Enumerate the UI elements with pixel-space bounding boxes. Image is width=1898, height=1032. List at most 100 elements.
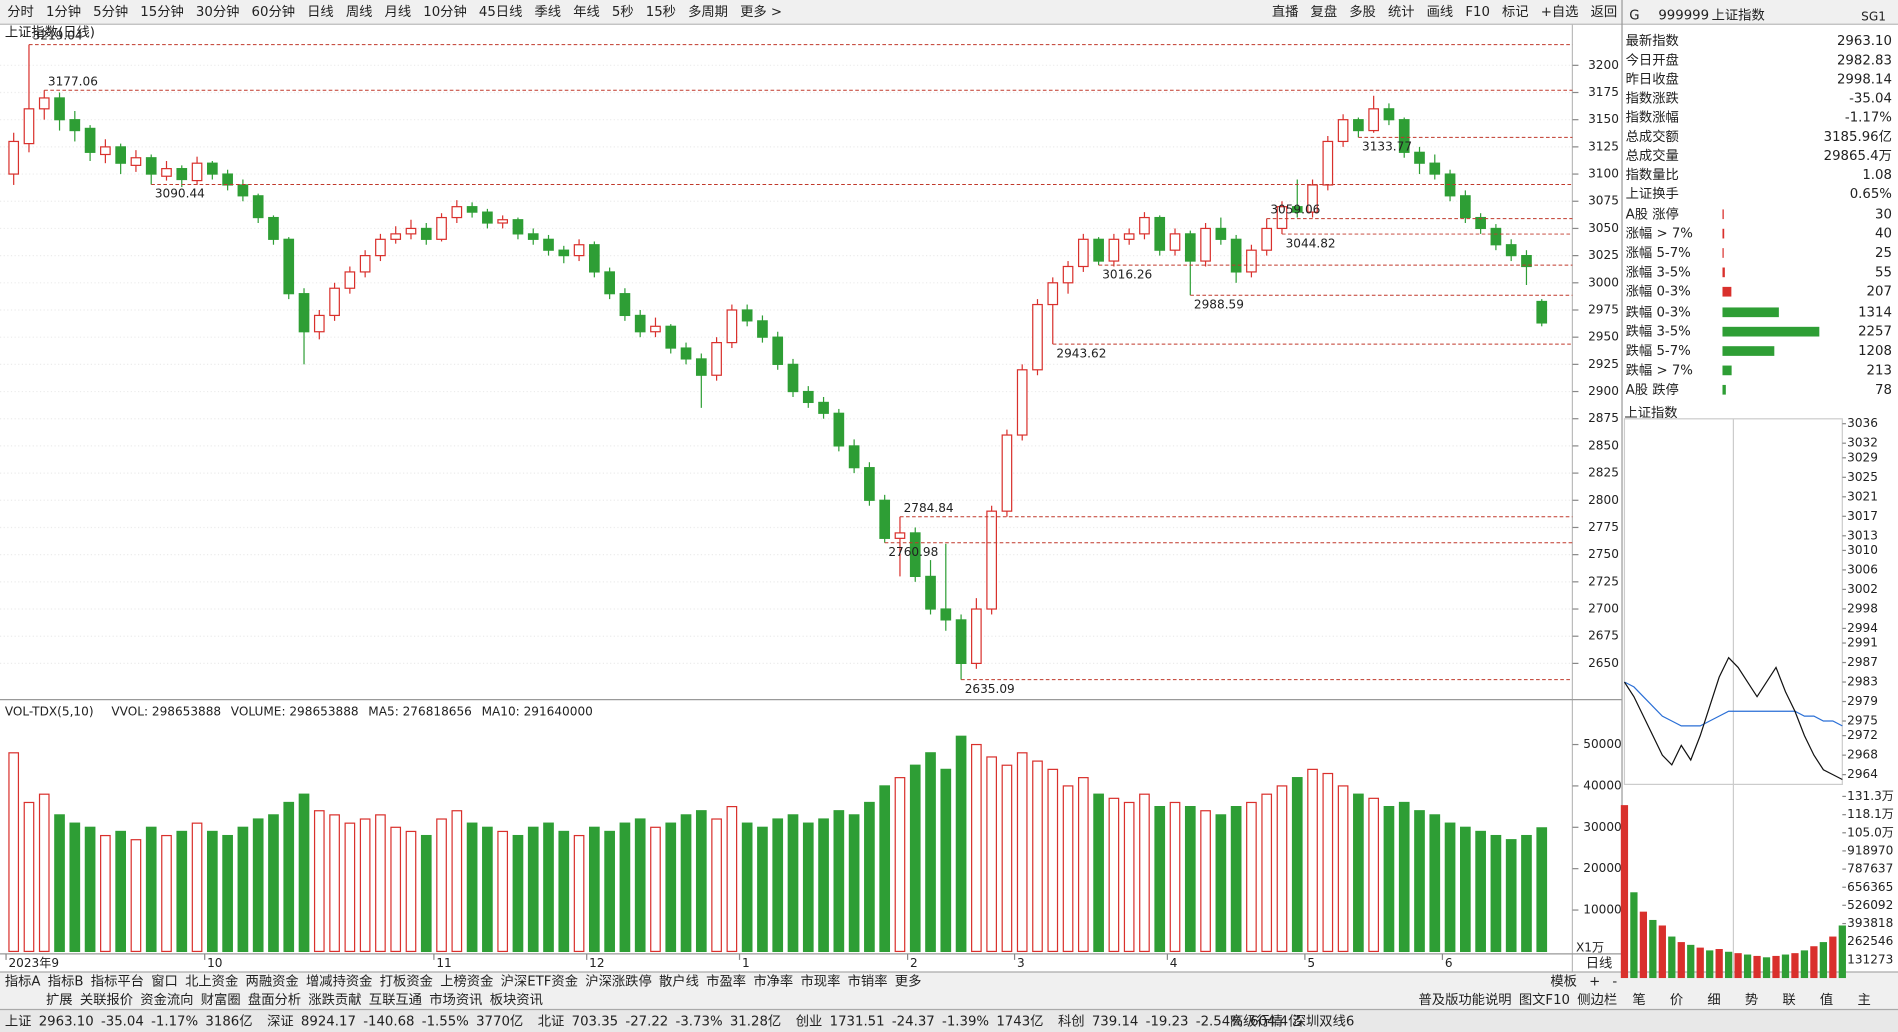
toolbar-button[interactable]: 画线 xyxy=(1427,4,1454,20)
candle-body xyxy=(1154,216,1166,251)
y-tick-label: 3200 xyxy=(1588,58,1619,72)
y-tick-label: 2998 xyxy=(1847,601,1878,615)
y-tick-label: 2968 xyxy=(1847,748,1878,762)
period-tab[interactable]: 10分钟 xyxy=(423,3,467,20)
side-tab[interactable]: 值 xyxy=(1820,992,1833,1008)
volume-bar xyxy=(711,818,722,953)
indicator-tab[interactable]: 市盈率 xyxy=(706,973,746,990)
period-tab[interactable]: 多周期 xyxy=(688,3,728,20)
period-tab[interactable]: 30分钟 xyxy=(196,3,240,20)
indicator-tab[interactable]: 市现率 xyxy=(800,973,840,990)
side-tab[interactable]: 笔 xyxy=(1632,992,1645,1008)
period-tab[interactable]: 5秒 xyxy=(612,4,634,20)
period-tab[interactable]: 1分钟 xyxy=(46,3,81,20)
status-item: 3770亿 xyxy=(476,1014,523,1030)
status-link[interactable]: 深圳双线6 xyxy=(1293,1014,1355,1030)
indicator-tab[interactable]: 沪深涨跌停 xyxy=(585,973,651,990)
period-tab[interactable]: 5分钟 xyxy=(93,3,128,20)
indicator-tab[interactable]: 散户线 xyxy=(659,973,699,990)
candle-body xyxy=(375,238,386,257)
candle-body xyxy=(268,216,279,240)
candle-body xyxy=(818,401,829,414)
tab-button[interactable]: - xyxy=(1612,975,1617,990)
stat-value: 3185.96亿 xyxy=(1824,129,1892,145)
stat-label: 指数涨幅 xyxy=(1626,110,1679,126)
toolbar-button[interactable]: 返回 xyxy=(1591,4,1618,20)
period-tab[interactable]: 日线 xyxy=(307,4,334,20)
indicator-tab[interactable]: 上榜资金 xyxy=(440,973,493,990)
indicator-tab[interactable]: 指标B xyxy=(48,974,84,990)
info-tab[interactable]: 板块资讯 xyxy=(490,992,543,1008)
candle-body xyxy=(1505,244,1517,257)
period-tab[interactable]: 45日线 xyxy=(479,4,523,20)
indicator-tab[interactable]: 两融资金 xyxy=(246,974,299,990)
side-tab[interactable]: 势 xyxy=(1745,992,1758,1008)
indicator-tab[interactable]: 指标A xyxy=(5,974,41,990)
x-tick-label: 5 xyxy=(1307,956,1315,970)
status-link[interactable]: 高级行情 xyxy=(1230,1013,1283,1030)
period-tab[interactable]: 月线 xyxy=(385,4,412,20)
info-tab[interactable]: 盘面分析 xyxy=(248,991,301,1008)
period-tab[interactable]: 年线 xyxy=(573,4,600,20)
candle-body xyxy=(54,97,65,121)
toolbar-button[interactable]: 复盘 xyxy=(1311,3,1338,20)
status-item: -24.37 xyxy=(892,1015,935,1030)
period-tab[interactable]: 分时 xyxy=(7,4,34,20)
indicator-tab[interactable]: 更多 xyxy=(895,973,922,990)
side-tab[interactable]: 细 xyxy=(1707,992,1720,1008)
volume-bar xyxy=(69,822,81,953)
volume-bar xyxy=(1093,793,1104,953)
indicator-tab[interactable]: 窗口 xyxy=(151,973,178,990)
candle-body xyxy=(848,445,860,469)
y-tick-label: 50000 xyxy=(1583,737,1621,751)
period-tab[interactable]: 15秒 xyxy=(646,4,676,20)
side-tab[interactable]: 主 xyxy=(1857,992,1870,1008)
candle-body xyxy=(145,157,157,175)
y-tick-label: 2750 xyxy=(1588,547,1619,561)
side-tab[interactable]: 价 xyxy=(1670,993,1683,1008)
tab-button[interactable]: + xyxy=(1589,975,1600,990)
info-tab[interactable]: 涨跌贡献 xyxy=(308,992,361,1008)
period-tab[interactable]: 周线 xyxy=(346,4,373,20)
tab-button[interactable]: 模板 xyxy=(1550,974,1577,990)
y-tick-label: 20000 xyxy=(1583,861,1621,875)
info-tab[interactable]: 资金流向 xyxy=(140,992,193,1008)
side-tab[interactable]: 联 xyxy=(1782,992,1795,1008)
indicator-tab[interactable]: 打板资金 xyxy=(380,974,433,990)
stat-label: 上证换手 xyxy=(1626,186,1679,202)
info-tab[interactable]: 关联报价 xyxy=(80,992,133,1008)
toolbar-button[interactable]: 直播 xyxy=(1272,4,1299,20)
annotation: 3090.44 xyxy=(155,187,205,201)
info-tab[interactable]: 市场资讯 xyxy=(429,991,482,1008)
info-tab[interactable]: 扩展 xyxy=(46,992,73,1008)
candle-body xyxy=(329,287,340,317)
toolbar-button[interactable]: +自选 xyxy=(1541,4,1579,20)
toolbar-button[interactable]: 统计 xyxy=(1388,4,1415,20)
volume-bar xyxy=(1521,834,1532,953)
period-tab[interactable]: 更多 > xyxy=(740,3,782,20)
info-tab[interactable]: 财富圈 xyxy=(201,991,241,1008)
candle-body xyxy=(695,358,707,376)
indicator-tab[interactable]: 沪深ETF资金 xyxy=(501,974,578,990)
volume-readout: VOLUME: 298653888 xyxy=(231,704,359,718)
period-tab[interactable]: 季线 xyxy=(534,4,561,20)
indicator-tab[interactable]: 北上资金 xyxy=(185,974,238,990)
indicator-tab[interactable]: 指标平台 xyxy=(91,974,144,990)
tab-button[interactable]: 图文F10 xyxy=(1519,992,1570,1008)
period-tab[interactable]: 15分钟 xyxy=(140,3,184,20)
intraday-volume xyxy=(1838,925,1846,979)
toolbar-button[interactable]: F10 xyxy=(1465,5,1490,20)
tab-button[interactable]: 侧边栏 xyxy=(1577,992,1617,1008)
indicator-tab[interactable]: 市净率 xyxy=(753,973,793,990)
info-tab[interactable]: 互联互通 xyxy=(369,992,422,1008)
toolbar-button[interactable]: 标记 xyxy=(1502,4,1529,20)
stat-label: 指数量比 xyxy=(1626,167,1679,183)
toolbar-button[interactable]: 多股 xyxy=(1349,3,1376,20)
indicator-tab[interactable]: 增减持资金 xyxy=(306,974,372,990)
intraday-volume xyxy=(1734,953,1742,979)
period-tab[interactable]: 60分钟 xyxy=(252,3,296,20)
annotation: 3219.04 xyxy=(33,29,83,43)
tab-button[interactable]: 普及版功能说明 xyxy=(1419,992,1512,1008)
candle-body xyxy=(1322,140,1334,186)
indicator-tab[interactable]: 市销率 xyxy=(848,973,888,990)
